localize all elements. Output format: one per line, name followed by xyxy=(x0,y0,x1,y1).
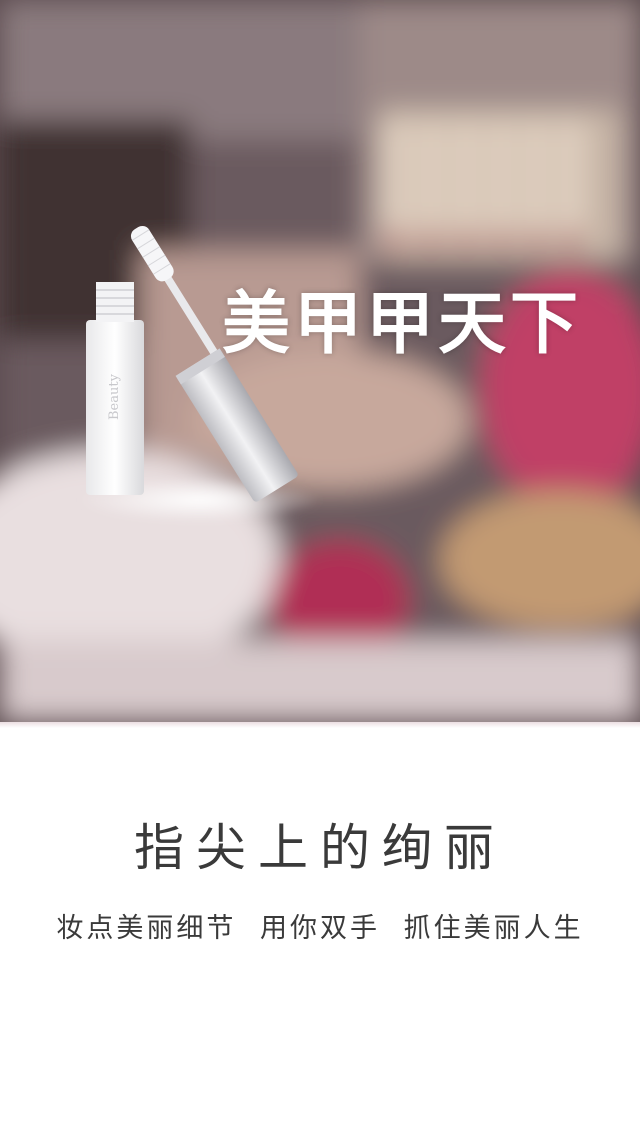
tagline-part: 用你双手 xyxy=(260,913,380,944)
hero-title: 美甲甲天下 xyxy=(222,284,583,364)
tagline-part: 妆点美丽细节 xyxy=(56,913,237,944)
mascara-product-icon: Beauty xyxy=(80,225,320,522)
page-headline: 指尖上的绚丽 xyxy=(134,819,506,877)
svg-text:Beauty: Beauty xyxy=(107,373,122,420)
hero-background-image: Beauty xyxy=(0,0,640,722)
tagline: 妆点美丽细节 用你双手 抓住美丽人生 xyxy=(0,906,640,945)
hero-divider xyxy=(0,722,640,728)
tagline-part: 抓住美丽人生 xyxy=(403,913,584,944)
hero-banner: Beauty 美甲甲天下 xyxy=(0,0,640,722)
